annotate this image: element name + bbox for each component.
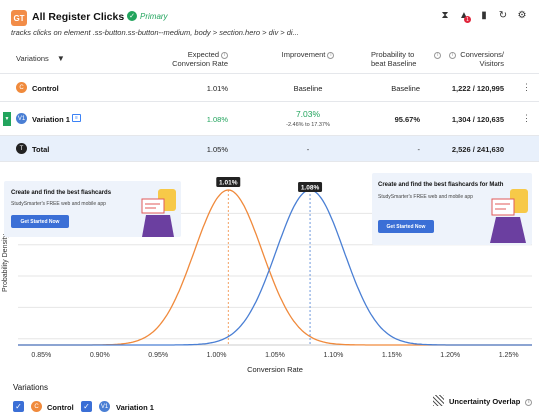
check-circle-icon: ✓ — [127, 11, 137, 21]
x-tick-label: 1.10% — [323, 352, 343, 359]
expected-rate: 1.05% — [206, 145, 228, 154]
avatar: V1 — [99, 401, 110, 412]
variation-1-checkbox[interactable]: ✓ — [81, 401, 92, 412]
expected-rate: 1.01% — [206, 84, 228, 93]
header-improvement: Improvement i — [268, 50, 348, 59]
uncertainty-overlap-text: Uncertainty Overlap — [449, 397, 521, 406]
y-axis-label: Probability Density — [2, 234, 9, 292]
header-probability-line2: beat Baseline — [371, 59, 417, 68]
variation-name[interactable]: Variation 1 — [32, 115, 70, 124]
x-axis-label: Conversion Rate — [247, 365, 303, 374]
row-menu-icon[interactable]: ⋮ — [522, 113, 531, 123]
x-tick-label: 1.00% — [207, 352, 227, 359]
conversions-value: 2,526 / 241,630 — [451, 145, 504, 154]
primary-label: Primary — [140, 12, 168, 21]
info-icon[interactable]: i — [327, 51, 335, 59]
improvement-value: 7.03% — [295, 109, 321, 119]
mean-label: 1.01% — [219, 179, 238, 186]
avatar: T — [16, 143, 27, 154]
header-conversions-line1: Conversions/ — [460, 50, 504, 59]
info-icon[interactable]: i — [434, 51, 442, 59]
density-curve-variation-1 — [18, 189, 532, 346]
header-variations: Variations ▼ — [16, 54, 65, 63]
legend-item-control: Control — [47, 403, 74, 412]
probability-value: - — [417, 145, 421, 154]
table-row-total: T Total 1.05% - - 2,526 / 241,630 — [0, 136, 539, 162]
x-tick-label: 1.25% — [499, 352, 519, 359]
ad-subtitle: StudySmarter's FREE web and mobile app — [378, 194, 473, 200]
row-menu-icon[interactable]: ⋮ — [522, 82, 531, 92]
control-checkbox[interactable]: ✓ — [13, 401, 24, 412]
ad-banner-left[interactable]: Create and find the best flashcards Stud… — [4, 181, 181, 237]
table-header: Variations ▼ Expected i Conversion Rate I… — [0, 44, 539, 74]
conversions-value: 1,304 / 120,635 — [451, 115, 504, 124]
x-tick-label: 0.85% — [31, 352, 51, 359]
table-row[interactable]: C Control 1.01% Baseline Baseline 1,222 … — [0, 74, 539, 102]
avatar: C — [16, 82, 27, 93]
avatar: C — [31, 401, 42, 412]
mean-label-box — [216, 177, 241, 187]
hatch-pattern-icon — [433, 395, 444, 406]
header-probability-line1: Probability to — [371, 50, 415, 59]
info-icon[interactable]: i — [449, 51, 457, 59]
legend-item-variation-1: Variation 1 — [116, 403, 154, 412]
hourglass-icon[interactable]: ⧗ — [441, 9, 449, 21]
refresh-icon[interactable]: ↻ — [498, 9, 508, 21]
x-tick-label: 0.90% — [90, 352, 110, 359]
mean-label: 1.08% — [301, 184, 320, 191]
improvement-value: - — [306, 145, 310, 154]
ad-title: Create and find the best flashcards for … — [378, 182, 504, 188]
chart-svg: 1.01% 1.08% 0.85% 0.90% 0.95% 1.00% 1.05% 1.10%… — [18, 177, 532, 374]
settings-icon[interactable]: ⚙ — [517, 9, 527, 21]
x-tick-label: 1.20% — [440, 352, 460, 359]
header-expected-line2: Conversion Rate — [172, 59, 228, 68]
header-probability: Probability to i beat Baseline — [371, 50, 442, 68]
variation-name: Total — [32, 145, 50, 154]
ad-title: Create and find the best flashcards — [11, 190, 112, 196]
ad-subtitle: StudySmarter's FREE web and mobile app — [11, 201, 106, 207]
x-tick-label: 1.05% — [265, 352, 285, 359]
header-expected-line1: Expected — [187, 50, 219, 59]
info-icon[interactable]: i — [525, 398, 533, 406]
expected-rate: 1.08% — [206, 115, 228, 124]
bookmark-icon[interactable]: ▮ — [481, 9, 487, 21]
ad-cta-button[interactable]: Get Started Now — [11, 215, 69, 228]
mean-label-box — [298, 182, 323, 192]
header-improvement-label: Improvement — [281, 50, 326, 59]
header-expected: Expected i Conversion Rate — [158, 50, 228, 68]
info-icon[interactable]: i — [221, 51, 228, 59]
ad-cta-button[interactable]: Get Started Now — [378, 220, 434, 233]
filter-icon[interactable]: ▼ — [56, 54, 65, 63]
goal-title: All Register Clicks — [32, 11, 125, 23]
flashcards-illustration-icon — [490, 189, 528, 243]
variation-name[interactable]: Control — [32, 84, 59, 93]
table-row[interactable]: ▼ V1 Variation 1 ≡ 1.08% 7.03% -2.46% to… — [0, 102, 539, 136]
conversions-value: 1,222 / 120,995 — [451, 84, 504, 93]
header-conversions-line2: Visitors — [479, 59, 504, 68]
header-conversions: i Conversions/ Visitors — [436, 50, 504, 68]
improvement-value: Baseline — [293, 84, 323, 93]
x-tick-label: 0.95% — [148, 352, 168, 359]
legend-title: Variations — [13, 383, 48, 392]
header-variations-label: Variations — [16, 54, 49, 63]
probability-value: 95.67% — [394, 115, 420, 124]
probability-value: Baseline — [391, 84, 420, 93]
comment-icon[interactable]: ≡ — [72, 114, 81, 122]
alert-icon[interactable]: ▲ — [459, 9, 469, 21]
winner-flag-icon: ▼ — [3, 112, 11, 126]
flashcards-illustration-icon — [141, 189, 176, 237]
avatar: V1 — [16, 113, 27, 124]
goal-description: tracks clicks on element .ss-button.ss-b… — [11, 28, 299, 37]
goal-header: GT All Register Clicks ✓ Primary tracks … — [0, 0, 539, 40]
goal-type-badge: GT — [11, 10, 27, 26]
ad-banner-right[interactable]: Create and find the best flashcards for … — [372, 173, 532, 245]
alert-count-badge: 1 — [464, 16, 471, 23]
x-tick-label: 1.15% — [382, 352, 402, 359]
improvement-range: -2.46% to 17.37% — [286, 122, 330, 128]
probability-density-chart: 1.01% 1.08% 0.85% 0.90% 0.95% 1.00% 1.05% 1.10%… — [0, 172, 539, 382]
uncertainty-overlap-label[interactable]: Uncertainty Overlap i — [449, 397, 533, 406]
